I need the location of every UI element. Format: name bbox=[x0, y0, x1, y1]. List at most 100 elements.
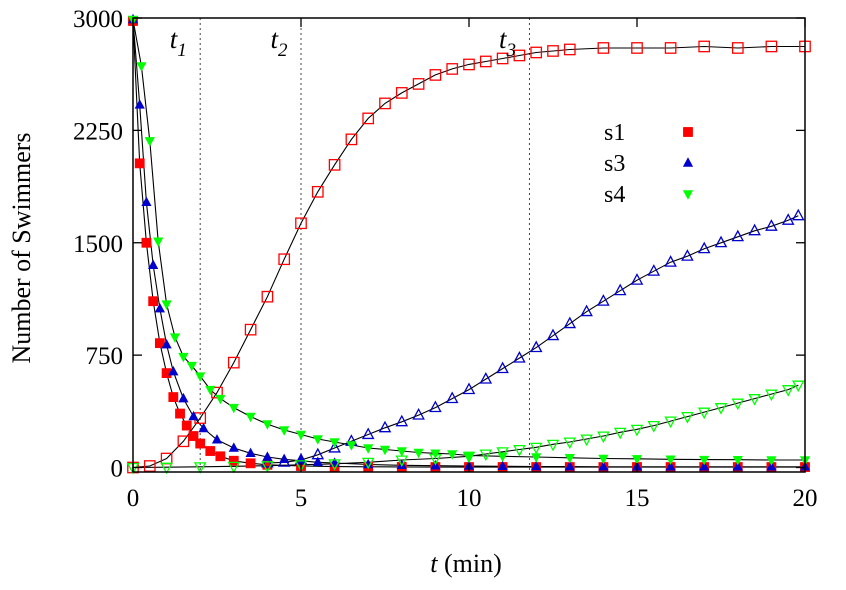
data-point-s3-open bbox=[765, 219, 778, 231]
data-point-s4-open bbox=[731, 398, 745, 411]
data-point-s1-filled bbox=[205, 446, 216, 456]
data-point-s4-filled bbox=[732, 455, 743, 466]
data-point-s3-filled bbox=[134, 99, 145, 109]
data-point-s4-filled bbox=[329, 438, 340, 448]
data-point-s1-open bbox=[765, 40, 778, 53]
data-point-s3-filled bbox=[699, 461, 710, 471]
data-point-s4-filled bbox=[178, 352, 189, 363]
series-s3-open bbox=[261, 208, 805, 468]
annotation-label-t3: t3 bbox=[499, 24, 516, 61]
data-point-s3-open bbox=[445, 391, 459, 404]
series-s3-filled bbox=[127, 13, 811, 471]
data-point-s3-filled bbox=[211, 434, 223, 444]
data-point-s4-filled bbox=[531, 453, 542, 463]
fit-curve-s3-filled bbox=[132, 19, 805, 468]
data-point-s3-filled bbox=[228, 442, 239, 452]
y-tick-label: 0 bbox=[111, 456, 124, 483]
data-point-s1-open bbox=[530, 46, 543, 59]
annotation-var: t bbox=[170, 24, 179, 54]
x-axis-title: t (min) bbox=[430, 549, 502, 578]
data-point-s4-filled bbox=[262, 420, 273, 430]
data-point-s3-open bbox=[361, 427, 375, 440]
data-point-s4-open bbox=[781, 385, 795, 397]
data-point-s1-open bbox=[412, 78, 425, 90]
data-point-s3-open bbox=[714, 235, 728, 248]
data-point-s1-open bbox=[379, 97, 391, 110]
data-point-s4-open bbox=[496, 447, 509, 459]
data-point-s3-open bbox=[328, 440, 341, 453]
data-point-s3-filled bbox=[766, 461, 777, 471]
annotation-var: t bbox=[499, 24, 508, 54]
data-point-s3-open bbox=[748, 223, 761, 236]
data-point-s4-open bbox=[160, 462, 173, 475]
data-point-s3-filled bbox=[188, 410, 199, 421]
data-point-s4-open bbox=[563, 437, 577, 450]
data-point-s4-filled bbox=[379, 445, 391, 456]
data-point-s1-open bbox=[295, 217, 307, 230]
data-point-s4-filled bbox=[195, 372, 206, 382]
data-point-s4-filled bbox=[346, 441, 357, 451]
data-point-s4-open bbox=[529, 442, 543, 455]
legend-label-s1: s1 bbox=[604, 120, 625, 146]
data-point-s4-open bbox=[227, 461, 241, 474]
data-point-s4-open bbox=[479, 449, 493, 462]
data-point-s1-filled bbox=[175, 408, 185, 419]
data-point-s1-open bbox=[698, 40, 711, 53]
data-point-s4-open bbox=[361, 457, 375, 470]
data-point-s3-open bbox=[513, 351, 526, 363]
annotation-var: t bbox=[270, 24, 279, 54]
legend-label-s3: s3 bbox=[604, 151, 625, 177]
data-point-s4-open bbox=[647, 421, 661, 433]
data-point-s1-open bbox=[547, 45, 559, 57]
data-point-s3-open bbox=[429, 400, 442, 413]
data-point-s4-open bbox=[294, 460, 308, 472]
data-point-s4-filled bbox=[396, 447, 407, 457]
data-point-s3-filled bbox=[198, 422, 209, 433]
data-point-s1-open bbox=[446, 63, 459, 75]
legend-marker-s4 bbox=[682, 190, 694, 200]
data-point-s3-open bbox=[529, 340, 543, 353]
series-s4-open bbox=[126, 380, 805, 475]
data-point-s1-open bbox=[345, 133, 358, 146]
data-point-s4-filled bbox=[363, 444, 374, 454]
y-tick-label: 3000 bbox=[73, 6, 123, 33]
data-point-s1-open bbox=[143, 460, 156, 472]
data-point-s4-filled bbox=[205, 385, 216, 396]
data-point-s3-open bbox=[613, 283, 627, 296]
data-point-s1-open bbox=[513, 49, 526, 62]
data-point-s4-filled bbox=[564, 454, 575, 464]
legend-marker-s1 bbox=[683, 127, 693, 137]
annotation-label-t1: t1 bbox=[170, 24, 187, 61]
x-tick-label: 10 bbox=[457, 485, 482, 512]
data-point-s3-open bbox=[781, 213, 795, 225]
data-point-s3-open bbox=[597, 294, 610, 306]
axis-ticks: 0 5 10 15 20 0 750 1500 2250 3000 bbox=[73, 6, 818, 512]
data-point-s4-open bbox=[395, 455, 409, 468]
data-point-s4-open bbox=[613, 427, 627, 440]
data-point-s3-open bbox=[546, 328, 560, 341]
y-tick-label: 1500 bbox=[73, 231, 123, 258]
data-point-s4-open bbox=[791, 380, 805, 393]
fit-curve-s1-open bbox=[132, 45, 805, 469]
data-point-s3-open bbox=[378, 420, 392, 433]
legend: s1 s3 s4 bbox=[604, 120, 694, 208]
data-point-s3-open bbox=[462, 382, 476, 395]
data-point-s4-filled bbox=[186, 361, 197, 372]
data-point-s3-filled bbox=[564, 460, 575, 471]
data-point-s4-open bbox=[193, 462, 207, 474]
data-point-s4-filled bbox=[228, 403, 239, 414]
data-point-s3-open bbox=[630, 273, 644, 285]
data-point-s4-open bbox=[681, 412, 694, 424]
data-point-s3-filled bbox=[531, 460, 542, 471]
data-point-s4-open bbox=[630, 424, 644, 437]
data-point-s1-filled bbox=[141, 237, 152, 248]
data-point-s4-filled bbox=[245, 412, 256, 423]
data-point-s3-open bbox=[311, 447, 325, 460]
data-point-s3-open bbox=[681, 249, 694, 261]
data-point-s4-open bbox=[429, 453, 442, 466]
data-point-s4-filled bbox=[699, 455, 710, 466]
annotation-label-t2: t2 bbox=[270, 24, 288, 61]
data-point-s3-open bbox=[580, 304, 593, 317]
data-point-s4-open bbox=[261, 461, 274, 473]
